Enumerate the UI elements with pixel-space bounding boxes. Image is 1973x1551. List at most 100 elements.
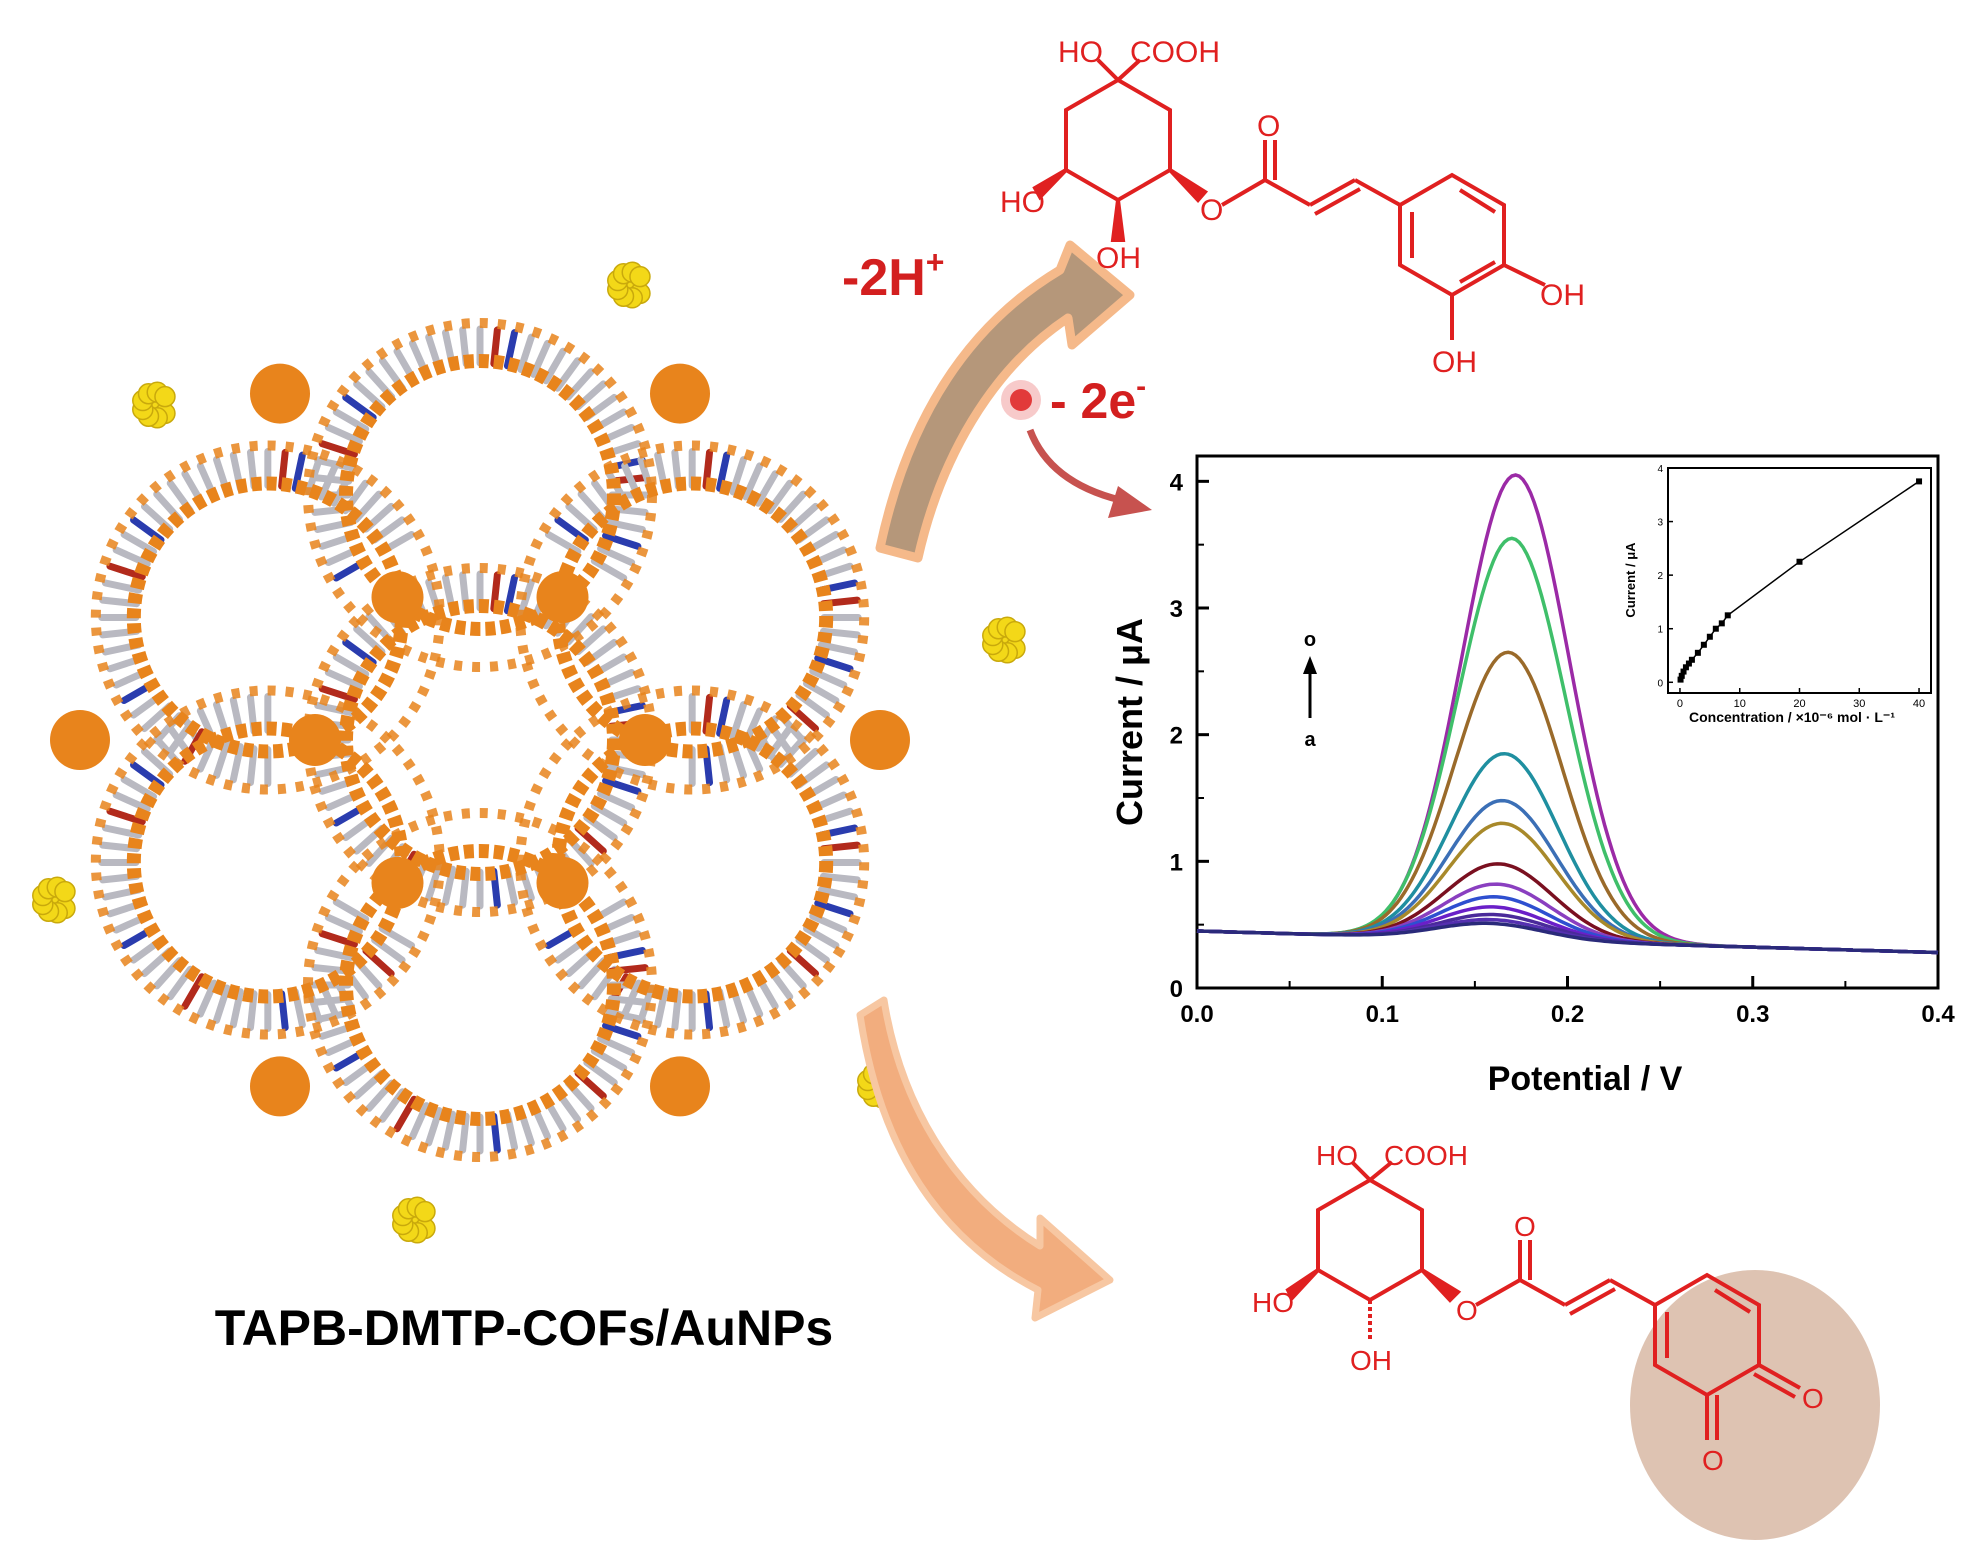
wedge-ho (1032, 168, 1068, 201)
cof-layer (291, 451, 306, 492)
dpv-xtick-label: 0.1 (1366, 1001, 1399, 1028)
cof-layer (229, 988, 244, 1029)
cof-node (619, 714, 671, 766)
cof-layer (393, 1095, 418, 1133)
cof-layer (716, 696, 731, 737)
inset-point (1718, 620, 1725, 627)
benzene-inner-3 (1459, 260, 1496, 284)
cof-layer (314, 946, 355, 962)
cof-layer (766, 724, 794, 760)
cof-layer (99, 596, 141, 608)
cof-layer (607, 995, 649, 1006)
inset-xtick-label: 30 (1853, 698, 1865, 710)
cof-layer (729, 701, 747, 741)
cof-layer (597, 790, 636, 812)
molecule-bottom-labels: HO COOH O O HO OH O O (1252, 1140, 1824, 1476)
label2-oh-bottom: OH (1350, 1345, 1392, 1376)
cof-layer (554, 357, 582, 392)
bond-c-c (1264, 178, 1311, 207)
cof-node (371, 856, 424, 909)
cof-outer-rim (90, 440, 445, 795)
cof-layer (181, 973, 206, 1010)
trend-label-end: o (1304, 629, 1316, 651)
cof-layer (590, 1047, 628, 1072)
deprotonation-label: -2H+ (842, 244, 944, 307)
inset-ytick-label: 2 (1657, 571, 1663, 582)
inset-point (1796, 558, 1803, 565)
inset-point (1685, 660, 1692, 667)
inset-ytick-label: 0 (1657, 678, 1663, 689)
label-cooh: COOH (1130, 36, 1220, 69)
cof-layer (112, 791, 151, 813)
benzene-inner-2 (1458, 188, 1497, 214)
dpv-ytick-label: 3 (1170, 596, 1183, 623)
cof-outer-node (650, 363, 710, 424)
cof-layer (814, 654, 854, 673)
dpv-xtick-label: 0.0 (1180, 1001, 1213, 1028)
cof-layer (441, 1110, 457, 1151)
cof-layer (742, 462, 764, 501)
cof-outer-node (50, 710, 110, 770)
cof-layer (246, 990, 258, 1032)
quinone-inner-2 (1713, 1288, 1752, 1314)
electron-label: - 2e- (1050, 370, 1146, 429)
cof-layer (605, 1008, 646, 1024)
dpv-xtick-label: 0.4 (1921, 1001, 1955, 1028)
inset-point (1724, 612, 1731, 619)
cof-layer (590, 802, 628, 827)
cof-layer (318, 440, 358, 458)
bond2-alkene-1 (1564, 1278, 1611, 1307)
quinone-highlight (1630, 1270, 1880, 1540)
label2-cooh: COOH (1384, 1140, 1468, 1171)
cof-node (536, 571, 589, 624)
cof-layer (196, 979, 218, 1018)
lower-curved-arrow (856, 996, 1114, 1322)
inset-point (1694, 649, 1701, 656)
deprotonation-text: -2H (842, 249, 926, 307)
upper-curved-arrow (875, 240, 1135, 563)
cof-layer (503, 329, 519, 370)
label-o-ester: O (1200, 194, 1223, 227)
inset-point (1916, 478, 1923, 485)
inset-point (1700, 641, 1707, 648)
cof-layer (408, 1102, 430, 1141)
cof-outer-node (850, 710, 910, 770)
bond-alkene-2 (1314, 187, 1361, 216)
inset-xlabel: Concentration / ×10⁻⁶ mol · L⁻¹ (1689, 709, 1895, 725)
cof-layer (809, 912, 848, 934)
inset-frame (1667, 467, 1932, 694)
cof-layer (106, 807, 146, 826)
cof-outer-node (250, 1056, 310, 1117)
label2-o-carbonyl: O (1514, 1211, 1536, 1242)
inset-ylabel: Current / μA (1623, 542, 1638, 618)
cof-layer (814, 899, 854, 918)
cof-layer (819, 872, 861, 884)
inset-ytick-label: 4 (1657, 464, 1663, 475)
trend-arrow-icon (1303, 656, 1317, 674)
cof-layer (332, 653, 370, 678)
cof-layer (602, 1022, 642, 1040)
bond2-quinone-o-right-2 (1753, 1372, 1796, 1399)
cof-layer (246, 745, 258, 787)
cof-layer (654, 988, 669, 1029)
gold-nanoparticle (1004, 620, 1026, 643)
cof-layer (441, 865, 457, 906)
cof-layer (99, 841, 141, 853)
electron-text: - 2e (1050, 373, 1136, 429)
cof-layer (318, 462, 339, 501)
cof-layer (802, 680, 840, 704)
cof-layer (809, 667, 848, 689)
cof-layer (602, 777, 642, 795)
cof-layer (597, 1035, 636, 1057)
cyclohexane-ring (1064, 77, 1172, 203)
label-ho-left: HO (1000, 186, 1045, 219)
molecule-bottom (1285, 1160, 1801, 1440)
cof-layer (671, 990, 682, 1032)
inset-chart: 0 10 20 30 40 0 1 2 3 4 Current / μA Concentratio… (1623, 464, 1932, 725)
label-oh-ring-bottom: OH (1432, 346, 1477, 379)
molecule-top (1032, 58, 1546, 340)
cof-layer (229, 743, 244, 784)
dpv-ticks: 0.0 0.1 0.2 0.3 0.4 0 1 2 3 4 (1170, 469, 1956, 1028)
